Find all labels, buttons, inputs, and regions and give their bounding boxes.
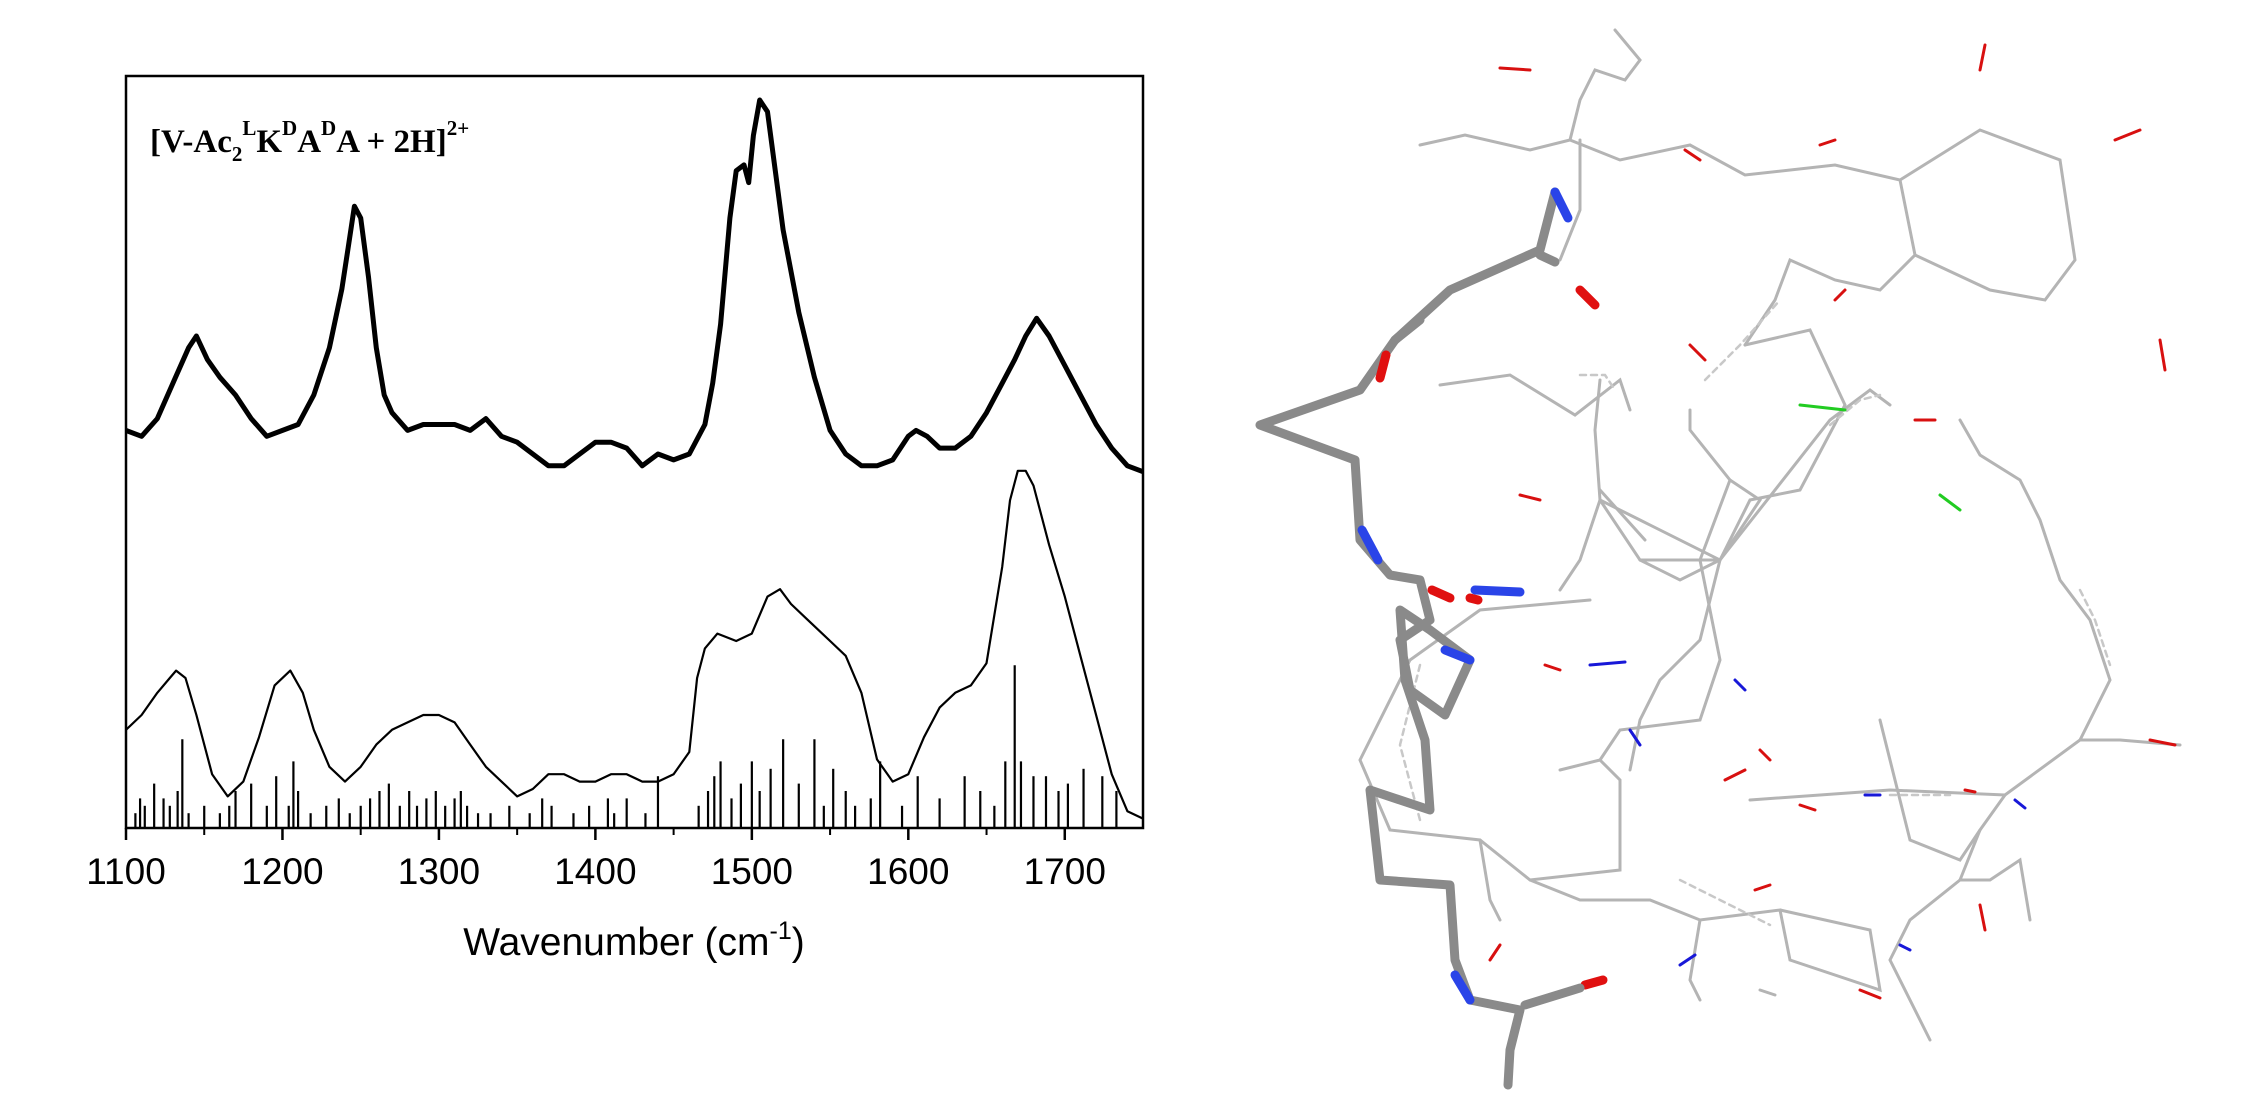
antibiotic-framework — [1358, 28, 2182, 1042]
aromatic-dashes — [1398, 298, 2112, 927]
experimental-spectrum-line — [125, 97, 1144, 475]
stick-spectrum-group — [134, 665, 1118, 828]
plot-frame — [124, 74, 1145, 830]
x-tick-label: 1300 — [398, 851, 480, 892]
x-tick-label: 1400 — [554, 851, 636, 892]
computed-spectrum-line — [125, 469, 1144, 820]
nitrogen-atoms — [1588, 660, 2027, 967]
x-tick-label: 1700 — [1024, 851, 1106, 892]
ir-spectrum-chart: 1100 1200 1300 1400 1500 1600 1700 [V-Ac2LKDAD… — [86, 74, 1145, 964]
x-tick-label: 1500 — [711, 851, 793, 892]
computed-series-group — [125, 469, 1144, 820]
molecule-stick-model — [1255, 28, 2182, 1090]
experimental-series-group — [125, 97, 1144, 475]
x-axis-title: Wavenumber (cm-1) — [463, 917, 805, 964]
x-axis-ticks: 1100 1200 1300 1400 1500 1600 1700 — [86, 828, 1106, 892]
x-tick-label: 1200 — [241, 851, 323, 892]
oxygen-atoms — [1488, 43, 2177, 1000]
ligand-tube — [1255, 187, 1608, 1090]
x-tick-label: 1100 — [86, 851, 166, 892]
x-tick-label: 1600 — [867, 851, 949, 892]
chart-title: [V-Ac2LKDADA + 2H]2+ — [150, 116, 469, 166]
chlorine-atoms — [1798, 403, 1962, 512]
